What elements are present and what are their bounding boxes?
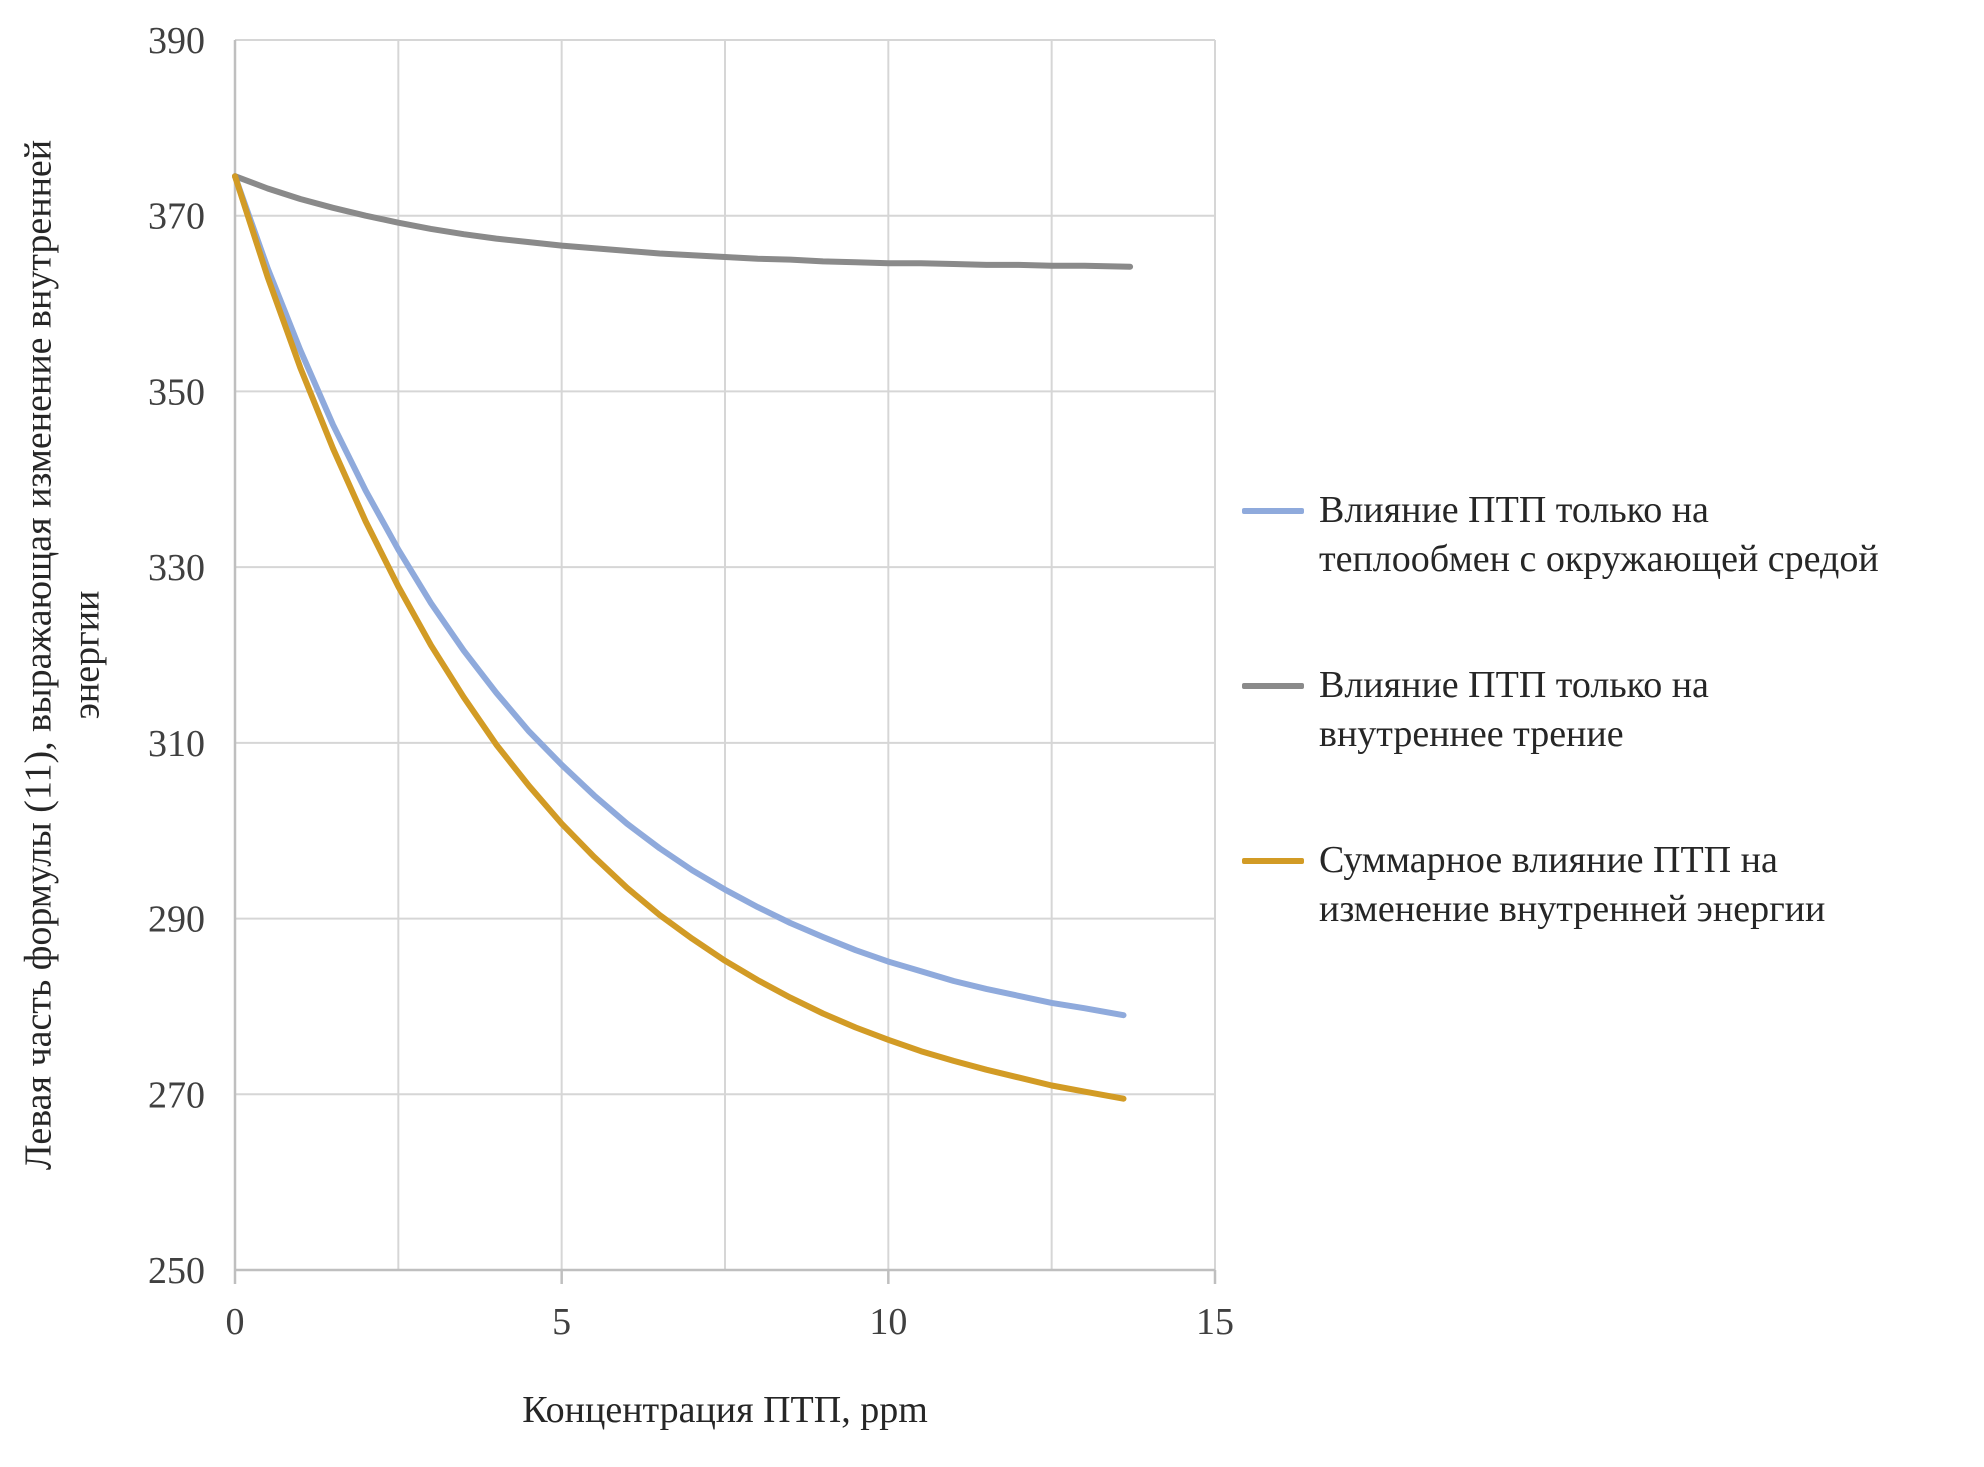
y-tick-label: 370 (148, 196, 205, 238)
y-tick-label: 290 (148, 899, 205, 941)
y-tick-label: 310 (148, 723, 205, 765)
x-tick-label: 10 (869, 1301, 907, 1343)
y-tick-label: 270 (148, 1074, 205, 1116)
series-line-1 (232, 173, 1127, 1019)
legend-item-label: Влияние ПТП только на внутреннее трение (1319, 663, 1709, 756)
line-chart: 250 270 290 310 330 350 370 390 0 5 10 15 (148, 20, 1234, 1343)
legend-item: Влияние ПТП только на внутреннее трение (1242, 661, 1972, 760)
legend-line-swatch-blue (1242, 508, 1304, 514)
x-tick-label: 0 (226, 1301, 245, 1343)
legend-line-swatch-gray (1242, 682, 1304, 689)
x-tick-label: 15 (1196, 1301, 1234, 1343)
x-axis-title: Концентрация ПТП, ppm (522, 1389, 928, 1431)
y-axis-title-container: Левая часть формулы (11), выражающая изм… (5, 40, 120, 1270)
y-tick-label: 350 (148, 371, 205, 413)
y-tick-label: 330 (148, 547, 205, 589)
legend: Влияние ПТП только на теплообмен с окруж… (1242, 486, 1972, 1010)
legend-item: Влияние ПТП только на теплообмен с окруж… (1242, 486, 1972, 585)
series-line-3 (232, 173, 1127, 1102)
legend-item: Суммарное влияние ПТП на изменение внутр… (1242, 836, 1972, 935)
x-tick-label: 5 (552, 1301, 571, 1343)
series-line-2 (232, 173, 1134, 270)
legend-item-label: Суммарное влияние ПТП на изменение внутр… (1319, 838, 1826, 930)
y-tick-label: 390 (148, 20, 205, 62)
y-tick-label: 250 (148, 1250, 205, 1292)
legend-line-swatch-gold (1242, 857, 1304, 864)
legend-item-label: Влияние ПТП только на теплообмен с окруж… (1319, 489, 1879, 581)
y-axis-title: Левая часть формулы (11), выражающая изм… (17, 139, 107, 1171)
